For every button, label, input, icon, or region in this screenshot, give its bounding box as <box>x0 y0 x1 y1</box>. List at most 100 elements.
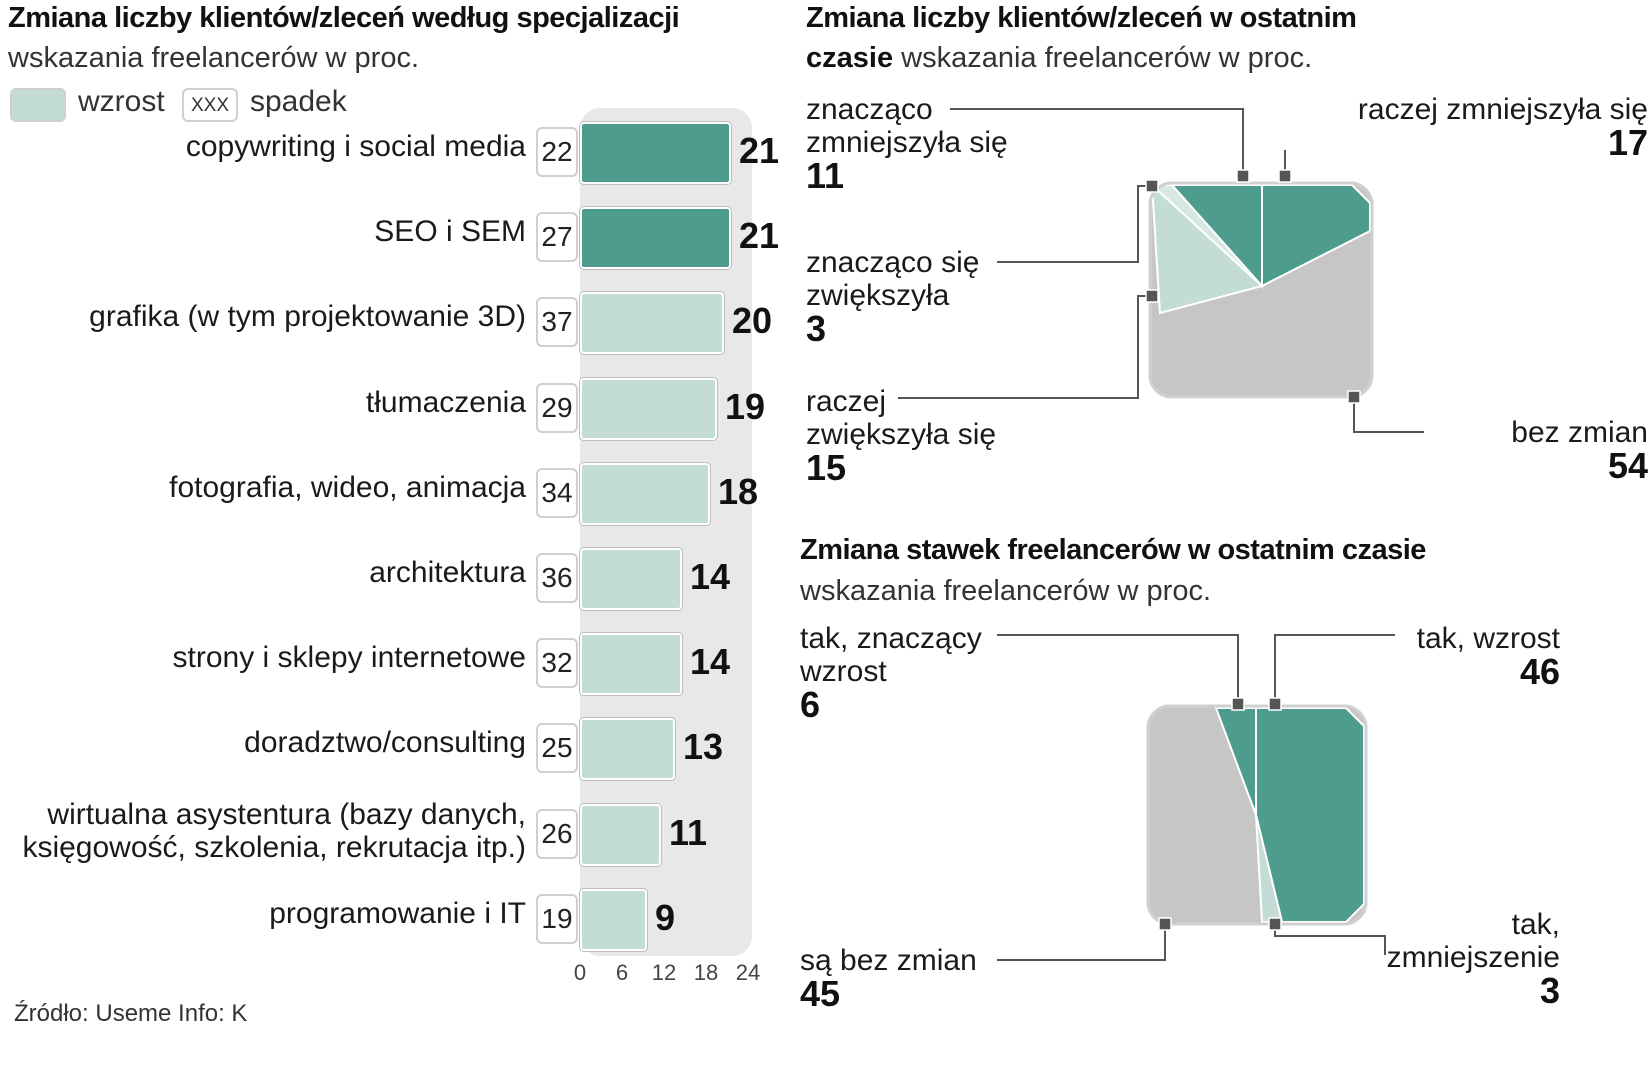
pie2-label-bez-zmian: są bez zmian 45 <box>800 944 977 1014</box>
pie1-label-bez-zmian: bez zmian 54 <box>1511 416 1648 486</box>
pie1-subtitle-line: czasie wskazania freelancerów w proc. <box>806 42 1312 75</box>
pie2-label-znaczacy: tak, znaczący wzrost 6 <box>800 622 982 725</box>
pie2-leader-wzrost <box>1274 634 1395 704</box>
bar-category-label: SEO i SEM <box>374 215 526 248</box>
bar-category-label-line: fotografia, wideo, animacja <box>169 470 526 504</box>
bar-wzrost <box>580 888 647 951</box>
bar-wzrost <box>580 292 724 355</box>
bar-spadek-value: 26 <box>536 808 578 859</box>
legend-swatch-spadek: XXX <box>182 88 238 122</box>
bar-category-label-line: programowanie i IT <box>269 896 526 930</box>
pie2-label-zmniejszenie: tak, zmniejszenie 3 <box>1387 908 1560 1011</box>
pie2-label-znaczacy-l2: wzrost <box>800 655 887 688</box>
bar-wzrost <box>580 633 682 696</box>
pie2-label-znaczacy-l1: tak, znaczący <box>800 622 982 655</box>
bar-category-label: architektura <box>369 556 526 589</box>
pie1-subtitle: wskazania freelancerów w proc. <box>901 42 1313 74</box>
pie1-marker-znaczaco-zmn <box>1236 169 1250 183</box>
source-note: Źródło: Useme Info: K <box>14 1000 248 1027</box>
bar-spadek-value: 32 <box>536 638 578 689</box>
pie1-slice-raczej-zmniejszyla <box>1261 184 1371 288</box>
x-tick-label: 24 <box>735 960 761 985</box>
pie2-label-bez-zmian-l1: są bez zmian <box>800 944 977 977</box>
pie1-marker-raczej-zw <box>1145 289 1159 303</box>
pie1-value-znaczaco-zw: 3 <box>806 308 827 349</box>
pie1-leader-znaczaco-zw <box>997 185 1152 263</box>
bar-wzrost-value: 21 <box>739 215 780 257</box>
pie2-title: Zmiana stawek freelancerów w ostatnim cz… <box>800 534 1426 566</box>
bar-wzrost <box>580 548 682 610</box>
legend-swatch-wzrost <box>10 88 66 122</box>
pie1-label-znaczaco-zw-l1: znacząco się <box>806 246 980 279</box>
pie2-value-znaczacy: 6 <box>800 684 821 725</box>
bar-wzrost-value: 19 <box>725 385 766 427</box>
bar-wzrost-value: 20 <box>732 300 773 342</box>
pie2-value-zmniejszenie: 3 <box>1539 970 1560 1011</box>
pie2-leader-znaczacy <box>997 634 1239 704</box>
pie1-label-raczej-zw-l1: raczej <box>806 385 887 418</box>
pie1-title: Zmiana liczby klientów/zleceń w ostatnim <box>806 2 1357 34</box>
pie1-marker-bez-zmian <box>1347 390 1361 404</box>
pie2-label-zmniejszenie-l1: tak, <box>1511 908 1560 941</box>
bar-wzrost-value: 9 <box>655 896 676 938</box>
bar-wzrost <box>580 207 731 270</box>
x-tick-label: 6 <box>615 960 629 985</box>
pie1-label-raczej-zmn-l1: raczej zmniejszyła się <box>1357 93 1648 126</box>
bar-wzrost-value: 18 <box>718 470 759 512</box>
pie1-value-bez-zmian: 54 <box>1607 445 1648 486</box>
legend-label-spadek: spadek <box>250 85 347 118</box>
left-chart-subtitle: wskazania freelancerów w proc. <box>8 42 420 74</box>
pie1-label-znaczaco-zmn-l2: zmniejszyła się <box>806 126 1008 159</box>
pie1-value-raczej-zmn: 17 <box>1607 122 1648 163</box>
bar-category-label-line: księgowość, szkolenia, rekrutacja itp.) <box>22 830 526 864</box>
pie1-label-raczej-zw-l2: zwiększyła się <box>806 418 997 451</box>
pie2-marker-bez-zmian <box>1158 917 1172 931</box>
bar-wzrost-value: 14 <box>690 641 731 683</box>
pie1-leader-znaczaco-zmn <box>950 108 1244 176</box>
bar-category-label: grafika (w tym projektowanie 3D) <box>89 300 526 333</box>
pie1-marker-znaczaco-zw <box>1145 179 1159 193</box>
bar-wzrost <box>580 718 675 781</box>
bar-wzrost <box>580 803 661 866</box>
pie2-value-wzrost: 46 <box>1519 651 1560 692</box>
pie1-value-znaczaco-zmn: 11 <box>806 155 845 196</box>
bar-category-label: strony i sklepy internetowe <box>173 641 527 674</box>
pie2-marker-znaczacy <box>1231 697 1245 711</box>
bar-category-label: copywriting i social media <box>186 130 526 163</box>
pie1-leader-bez-zmian <box>1353 397 1424 433</box>
legend-label-wzrost: wzrost <box>78 85 165 118</box>
pie2-leader-zmniejszenie <box>1274 924 1386 955</box>
pie1-label-znaczaco-zmn-l1: znacząco <box>806 93 933 126</box>
pie1-label-raczej-zw: raczej zwiększyła się 15 <box>806 385 997 488</box>
pie2-subtitle: wskazania freelancerów w proc. <box>800 575 1212 607</box>
bar-spadek-value: 25 <box>536 723 578 774</box>
pie2-marker-wzrost <box>1268 697 1282 711</box>
x-tick-label: 0 <box>573 960 587 985</box>
legend-box-text: XXX <box>190 95 230 116</box>
pie2-marker-zmniejszenie <box>1268 917 1282 931</box>
bar-spadek-value: 37 <box>536 297 578 348</box>
bar-category-label: tłumaczenia <box>366 386 526 419</box>
bar-category-label-line: doradztwo/consulting <box>244 726 526 760</box>
pie2-frame <box>1146 704 1368 926</box>
pie1-marker-raczej-zmn <box>1278 169 1292 183</box>
pie1-title-cont: czasie <box>806 42 894 74</box>
pie1-label-bez-zmian-l1: bez zmian <box>1511 416 1648 449</box>
pie1-label-raczej-zmn: raczej zmniejszyła się 17 <box>1357 93 1648 163</box>
bar-category-label: fotografia, wideo, animacja <box>169 471 526 504</box>
bar-category-label-line: wirtualna asystentura (bazy danych, <box>47 797 526 831</box>
bar-spadek-value: 27 <box>536 212 578 263</box>
bar-wzrost-value: 13 <box>683 726 724 768</box>
pie1-label-znaczaco-zw: znacząco się zwiększyła 3 <box>806 246 980 349</box>
bar-category-label: doradztwo/consulting <box>244 726 526 759</box>
bar-spadek-value: 36 <box>536 553 578 603</box>
bar-category-label: programowanie i IT <box>269 897 526 930</box>
pie1-value-raczej-zw: 15 <box>806 447 847 488</box>
pie1-leader-raczej-zw <box>898 295 1152 399</box>
bar-category-label-line: grafika (w tym projektowanie 3D) <box>89 300 526 334</box>
bar-wzrost-value: 21 <box>739 130 780 171</box>
bar-spadek-value: 19 <box>536 893 578 944</box>
bar-wzrost <box>580 377 717 440</box>
bar-wzrost <box>580 122 731 184</box>
pie2-value-bez-zmian: 45 <box>800 973 841 1014</box>
